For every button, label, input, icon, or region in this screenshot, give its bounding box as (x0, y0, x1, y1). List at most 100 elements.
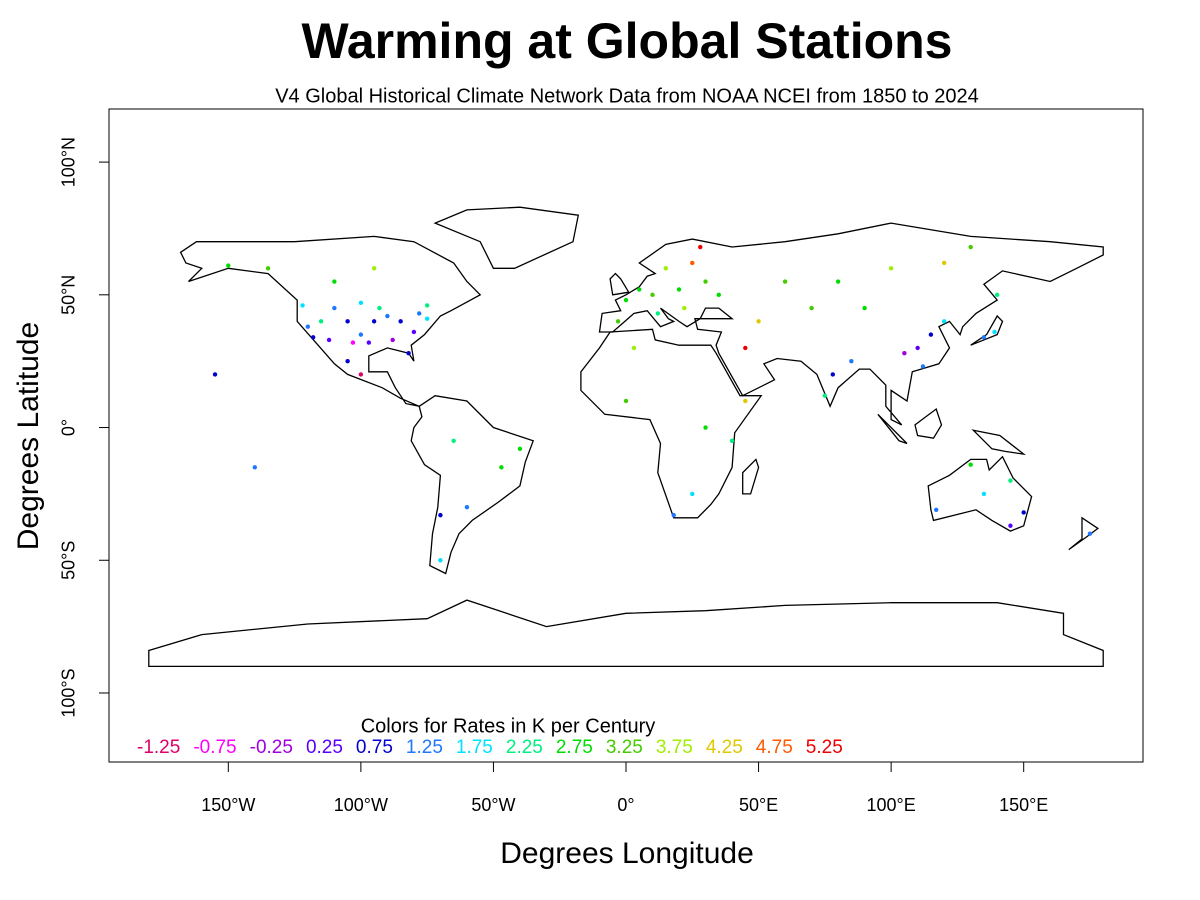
station (252, 465, 258, 470)
station (862, 305, 867, 311)
station (915, 345, 920, 351)
station (650, 292, 655, 298)
station (265, 266, 271, 271)
x-tick-label: 150°E (999, 795, 1048, 815)
station (1021, 510, 1026, 515)
legend-title: Colors for Rates in K per Century (361, 715, 656, 737)
station (385, 313, 390, 319)
y-tick-label: 100°N (59, 137, 79, 187)
legend-entry: 4.25 (706, 737, 743, 758)
x-tick-label: 50°E (739, 795, 778, 815)
coastline (970, 314, 1004, 346)
station (371, 319, 377, 324)
station (390, 337, 395, 343)
station (716, 292, 721, 298)
station (310, 335, 316, 340)
coastline (410, 395, 535, 575)
legend-entry: -1.25 (137, 737, 180, 758)
x-tick-label: 50°W (471, 795, 515, 815)
legend-entry: 2.25 (506, 737, 543, 758)
station (318, 319, 324, 324)
stations (212, 244, 1093, 563)
station (226, 263, 231, 268)
coastline (971, 429, 1027, 456)
station (1008, 523, 1013, 528)
legend-entry: 0.75 (356, 737, 393, 758)
station (698, 244, 703, 250)
station (366, 340, 372, 345)
station (517, 446, 523, 451)
coastline (148, 599, 1104, 668)
legend-entry: 1.25 (406, 737, 443, 758)
station (499, 465, 504, 470)
station (968, 244, 973, 250)
y-tick-label: 50°S (59, 541, 79, 580)
plot-frame (108, 108, 1144, 763)
y-tick-label: 100°S (59, 668, 79, 717)
station (690, 260, 695, 266)
legend-entry: 0.25 (306, 737, 343, 758)
station (994, 292, 1000, 298)
station (438, 558, 443, 563)
station (358, 372, 364, 377)
station (756, 319, 761, 324)
station (729, 438, 735, 444)
coastline (1068, 516, 1100, 551)
coastline (598, 222, 1104, 426)
station (981, 335, 987, 340)
station (424, 303, 430, 308)
station (406, 351, 411, 356)
station (655, 311, 661, 316)
station (424, 316, 430, 321)
station (212, 372, 218, 377)
station (464, 504, 470, 510)
x-tick-label: 0° (617, 795, 634, 815)
station (411, 329, 417, 335)
station (690, 491, 695, 497)
coastline (179, 235, 482, 407)
station (345, 358, 350, 364)
legend-entry: 1.75 (456, 737, 493, 758)
station (782, 279, 788, 284)
coastlines (148, 206, 1104, 668)
coastline (433, 206, 580, 269)
legend-entry: 5.25 (806, 737, 843, 758)
station (809, 305, 814, 311)
station (300, 303, 305, 308)
station (371, 266, 377, 271)
station (1087, 531, 1093, 536)
station (941, 260, 947, 266)
coastline (609, 272, 630, 296)
y-tick-label: 50°N (59, 275, 79, 315)
legend-entry: -0.25 (250, 737, 293, 758)
station (358, 300, 364, 305)
station (623, 297, 629, 303)
x-tick-label: 100°E (867, 795, 916, 815)
legend-entry: 2.75 (556, 737, 593, 758)
station (822, 393, 828, 398)
station (743, 345, 748, 351)
station (928, 332, 934, 337)
station (835, 279, 841, 284)
coastline (742, 458, 760, 495)
coastline (914, 407, 943, 439)
legend-entry: -0.75 (193, 737, 236, 758)
station (623, 398, 629, 404)
x-tick-label: 150°W (201, 795, 255, 815)
station (345, 319, 350, 324)
station (332, 305, 337, 311)
station (615, 319, 621, 324)
station (1008, 478, 1013, 483)
station (703, 279, 708, 284)
station (350, 340, 356, 345)
coastline (580, 328, 763, 519)
station (417, 311, 422, 316)
station (920, 364, 926, 369)
station (830, 372, 835, 377)
station (981, 491, 987, 497)
station (451, 438, 456, 444)
station (743, 398, 748, 404)
station (438, 512, 443, 518)
